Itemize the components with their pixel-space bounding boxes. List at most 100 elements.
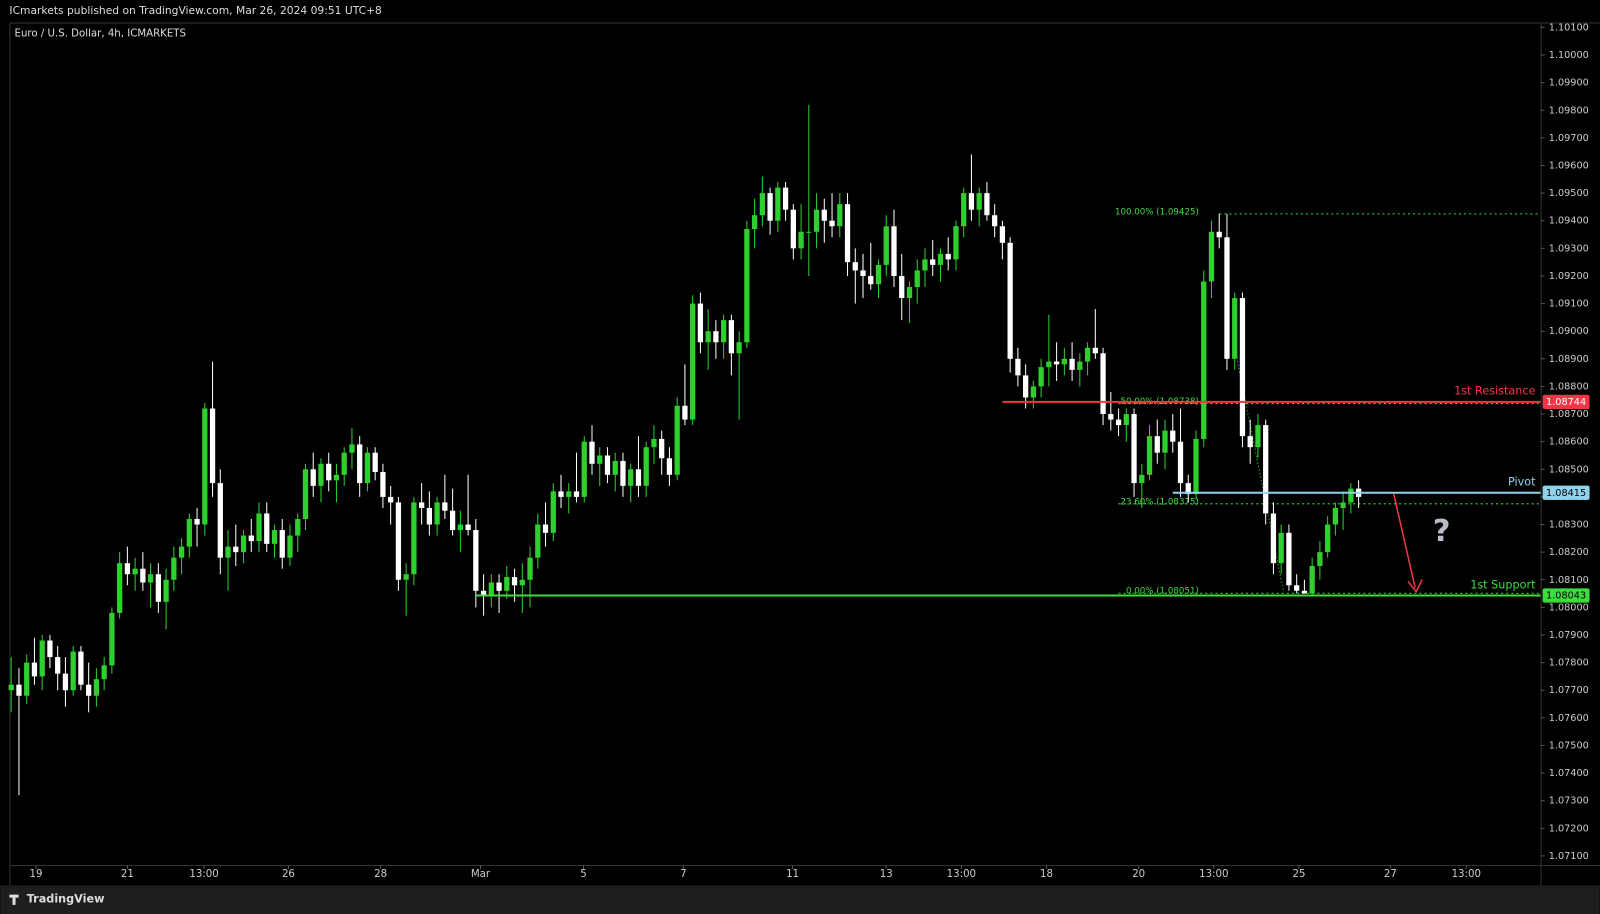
header: ICmarkets published on TradingView.com, … <box>9 4 382 17</box>
candle-body <box>581 441 587 497</box>
candle-body <box>759 193 765 216</box>
candle-body <box>1077 361 1083 370</box>
x-tick-label: 26 <box>282 869 295 880</box>
y-tick-label: 1.09000 <box>1549 326 1589 337</box>
candle-body <box>914 270 920 288</box>
candle-body <box>728 320 735 354</box>
candle-body <box>93 679 100 696</box>
candle-body <box>883 226 889 265</box>
candle-body <box>1185 483 1191 495</box>
y-tick-label: 1.09100 <box>1549 299 1589 310</box>
candle-body <box>798 231 804 249</box>
candle-body <box>1146 436 1153 475</box>
candle-body <box>1247 436 1253 448</box>
candle-body <box>310 469 316 486</box>
y-tick-label: 1.09800 <box>1549 105 1589 116</box>
y-tick-label: 1.07400 <box>1549 768 1589 779</box>
footer-logo: TradingView <box>27 893 105 906</box>
candle-body <box>527 557 533 580</box>
candle-body <box>1332 507 1339 525</box>
candle-body <box>868 275 874 285</box>
candle-body <box>659 438 665 459</box>
candle-body <box>318 463 324 486</box>
x-tick-label: 13:00 <box>947 869 976 880</box>
candle-body <box>24 662 30 696</box>
candle-body <box>124 563 131 575</box>
candle-body <box>202 408 208 525</box>
candle-body <box>240 535 247 553</box>
candle-body <box>434 502 440 525</box>
candle-body <box>1139 474 1145 484</box>
candle-body <box>1294 585 1300 591</box>
candle-body <box>364 452 371 484</box>
candle-body <box>341 452 347 475</box>
candle-body <box>47 640 53 658</box>
candle-body <box>1108 414 1114 420</box>
candle-body <box>411 502 417 575</box>
level-name: Pivot <box>1508 476 1536 489</box>
candle-body <box>488 582 494 597</box>
y-tick-label: 1.08200 <box>1549 547 1589 558</box>
candle-body <box>357 444 363 484</box>
candle-body <box>256 513 262 542</box>
projection-arrow <box>1392 493 1416 588</box>
fib-label: 0.00% (1.08051) <box>1126 587 1199 597</box>
x-tick-label: 20 <box>1132 869 1145 880</box>
candle-body <box>8 684 14 691</box>
candle-body <box>1278 532 1284 564</box>
projection-arrowhead <box>1407 579 1423 594</box>
candle-body <box>16 684 22 696</box>
candle-body <box>457 524 463 531</box>
candle-body <box>930 259 936 265</box>
candle-body <box>666 458 673 475</box>
candle-body <box>194 518 200 525</box>
price-tag <box>1542 485 1590 500</box>
candle-body <box>326 463 332 481</box>
candle-body <box>573 491 580 497</box>
y-tick-label: 1.07100 <box>1549 851 1589 862</box>
candle-body <box>697 303 704 343</box>
candle-body <box>1046 361 1052 368</box>
candle-body <box>744 229 750 343</box>
candle-body <box>1115 419 1122 426</box>
candle-body <box>419 502 425 508</box>
candle-body <box>968 193 975 210</box>
candle-body <box>186 518 192 547</box>
x-tick-label: 11 <box>786 869 799 880</box>
level-name: 1st Support <box>1470 578 1536 591</box>
candle-body <box>682 405 688 420</box>
candle-body <box>155 574 161 602</box>
candle-body <box>1348 488 1354 503</box>
y-tick-label: 1.08900 <box>1549 354 1589 365</box>
candle-body <box>1162 430 1168 453</box>
candle-body <box>132 568 138 575</box>
candle-body <box>604 455 611 475</box>
candle-body <box>875 264 882 285</box>
candle-body <box>1023 375 1029 398</box>
candle-body <box>1270 513 1277 564</box>
candle-body <box>953 226 959 260</box>
x-tick-label: 25 <box>1293 869 1306 880</box>
candle-body <box>620 460 626 486</box>
price-tag <box>1542 394 1590 410</box>
y-tick-label: 1.08100 <box>1549 575 1589 586</box>
candle-body <box>945 253 951 260</box>
candle-body <box>333 474 340 481</box>
candle-body <box>55 657 61 674</box>
x-tick-label: 5 <box>580 869 586 880</box>
candle-body <box>558 491 564 497</box>
candle-body <box>829 220 835 227</box>
candle-body <box>891 226 897 276</box>
candle-body <box>1131 414 1137 484</box>
price-tag-label: 1.08043 <box>1546 590 1586 601</box>
x-tick-label: 7 <box>680 869 686 880</box>
candle-body <box>287 535 293 558</box>
candle-body <box>1201 281 1207 439</box>
x-tick-label: 13:00 <box>1452 869 1481 880</box>
y-tick-label: 1.07700 <box>1549 685 1589 696</box>
chart-title: Euro / U.S. Dollar, 4h, ICMARKETS <box>15 29 186 40</box>
candle-body <box>550 491 556 533</box>
